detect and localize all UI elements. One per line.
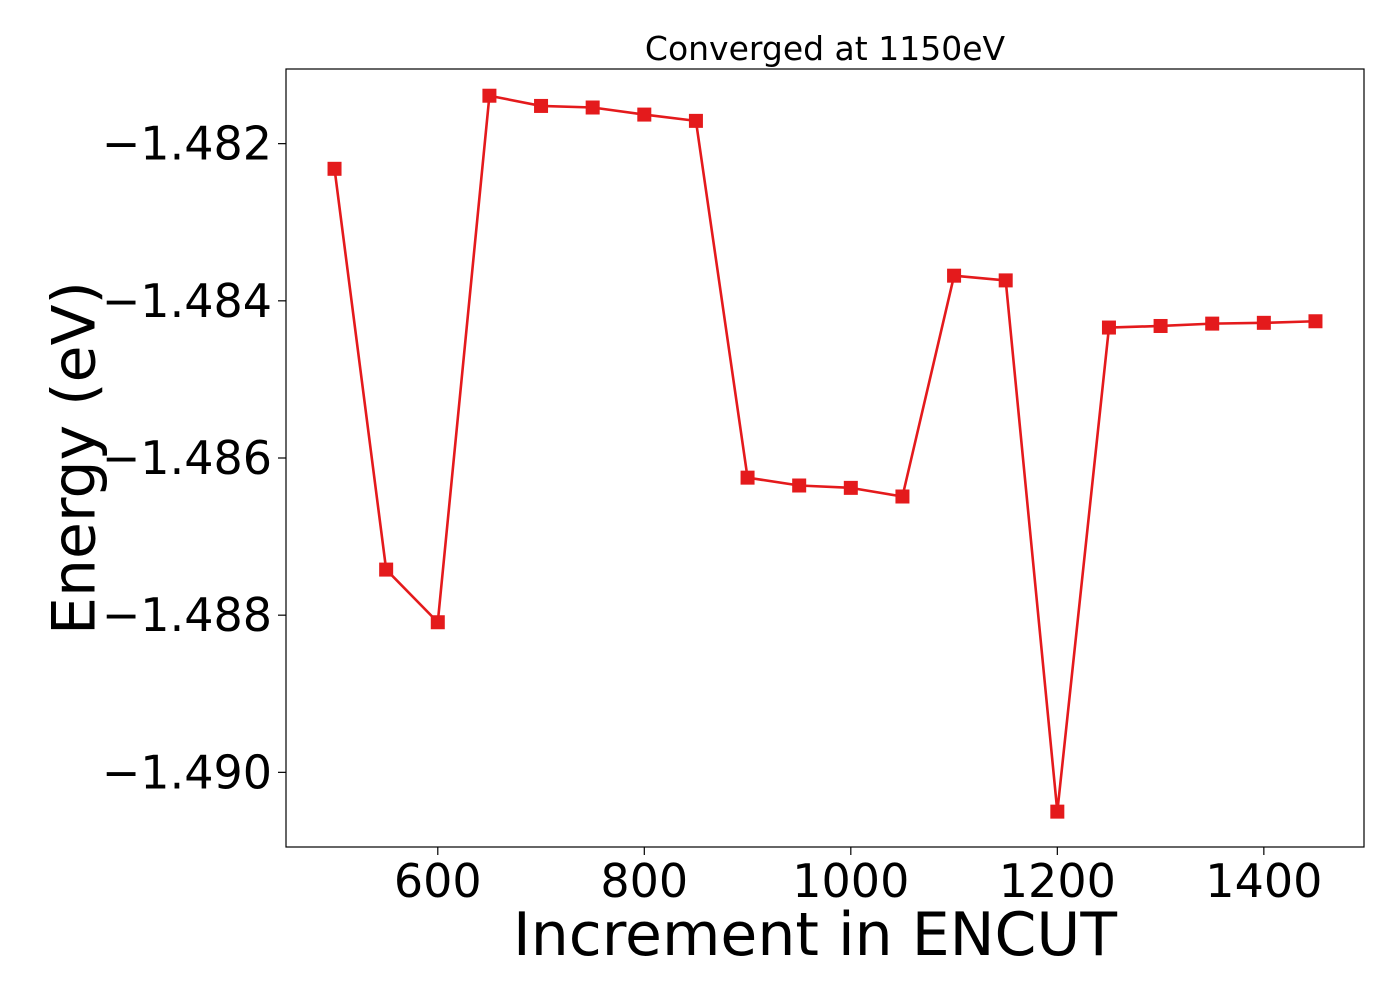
x-axis-ticks: 600 800 1000 1200 1400 xyxy=(394,847,1322,908)
x-tick-label: 1000 xyxy=(792,854,909,908)
x-axis-label: Increment in ENCUT xyxy=(513,900,1117,970)
data-point xyxy=(534,98,549,113)
data-point xyxy=(688,113,703,128)
series-line xyxy=(333,94,1316,813)
data-point xyxy=(1256,315,1271,330)
data-point xyxy=(843,480,858,495)
y-tick-label: −1.490 xyxy=(102,745,272,799)
x-tick-label: 600 xyxy=(394,854,482,908)
data-point xyxy=(637,107,652,122)
y-tick-label: −1.482 xyxy=(102,117,272,171)
data-point xyxy=(947,268,962,283)
x-tick-label: 1200 xyxy=(999,854,1116,908)
y-axis-ticks: −1.482 −1.484 −1.486 −1.488 −1.490 xyxy=(102,117,286,799)
data-point xyxy=(482,88,497,103)
data-point xyxy=(1153,318,1168,333)
x-tick-label: 800 xyxy=(600,854,688,908)
y-axis-label: Energy (eV) xyxy=(40,281,110,635)
data-point xyxy=(792,478,807,493)
data-point xyxy=(430,615,445,630)
data-point xyxy=(1205,316,1220,331)
data-point xyxy=(895,489,910,504)
y-tick-label: −1.486 xyxy=(102,431,272,485)
data-point xyxy=(998,273,1013,288)
data-point xyxy=(327,161,342,176)
data-point xyxy=(585,100,600,115)
chart-title: Converged at 1150eV xyxy=(645,29,1006,68)
data-point xyxy=(1101,320,1116,335)
x-tick-label: 1400 xyxy=(1205,854,1322,908)
data-point xyxy=(379,562,394,577)
plot-frame xyxy=(285,68,1365,848)
plot-series xyxy=(327,88,1323,819)
y-tick-label: −1.488 xyxy=(102,588,272,642)
data-point xyxy=(740,470,755,485)
data-point xyxy=(1050,804,1065,819)
data-point xyxy=(1308,314,1323,329)
y-tick-label: −1.484 xyxy=(102,274,272,328)
